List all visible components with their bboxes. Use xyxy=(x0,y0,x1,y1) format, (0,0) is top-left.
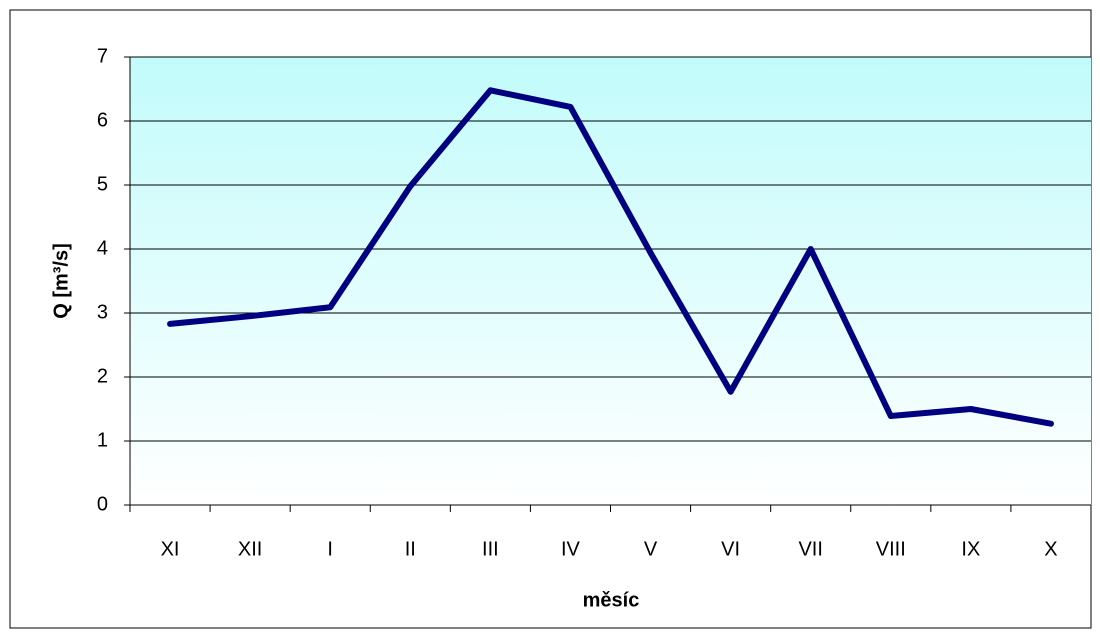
x-tick-label: IV xyxy=(561,538,581,560)
y-tick-label: 6 xyxy=(97,109,108,131)
x-axis-label: měsíc xyxy=(583,589,640,611)
x-tick-label: II xyxy=(405,538,416,560)
y-tick-label: 0 xyxy=(97,493,108,515)
plot-area xyxy=(130,57,1091,505)
x-tick-label: VIII xyxy=(876,538,906,560)
x-tick-label: XII xyxy=(238,538,262,560)
x-tick-label: X xyxy=(1044,538,1057,560)
y-tick-label: 4 xyxy=(97,237,108,259)
y-tick-label: 5 xyxy=(97,173,108,195)
y-tick-label: 2 xyxy=(97,365,108,387)
y-tick-label: 1 xyxy=(97,429,108,451)
y-tick-label: 3 xyxy=(97,301,108,323)
data-line xyxy=(167,87,1054,427)
x-tick-label: V xyxy=(644,538,658,560)
x-tick-label: I xyxy=(327,538,333,560)
x-tick-label: VI xyxy=(721,538,740,560)
x-tick-label: VII xyxy=(798,538,822,560)
x-tick-label: XI xyxy=(161,538,180,560)
y-tick-label: 7 xyxy=(97,45,108,67)
y-axis-label: Q [m³/s] xyxy=(50,243,72,319)
x-tick-label: III xyxy=(482,538,499,560)
x-tick-label: IX xyxy=(961,538,980,560)
